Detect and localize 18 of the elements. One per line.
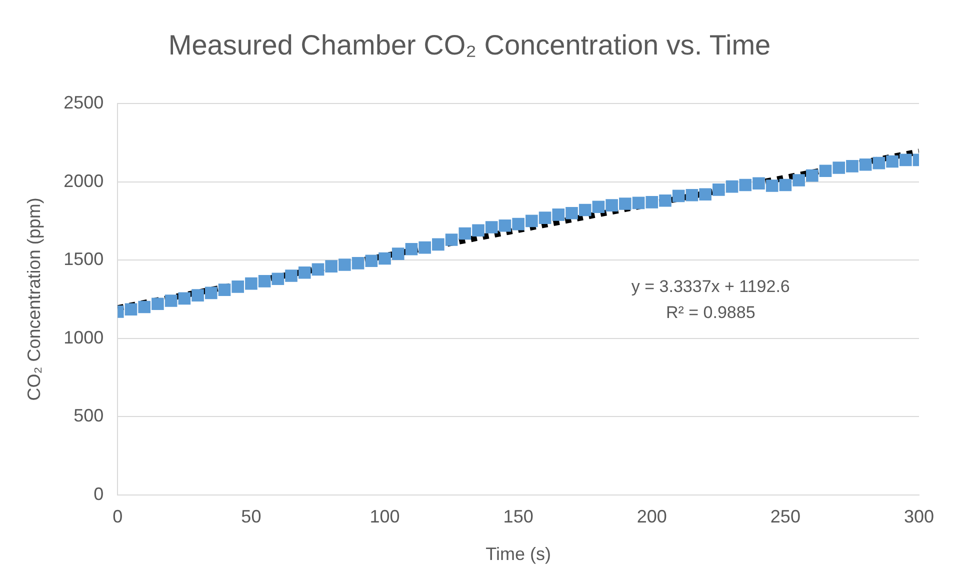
x-tick-label: 300	[904, 506, 934, 527]
x-axis-title: Time (s)	[486, 544, 551, 564]
y-tick-label: 2500	[64, 92, 104, 113]
annotation: R² = 0.9885	[666, 303, 756, 322]
y-axis-title: CO₂ Concentration (ppm)	[24, 198, 44, 401]
y-tick-label: 500	[74, 406, 104, 426]
x-tick-label: 0	[112, 506, 123, 527]
x-tick-label: 200	[636, 506, 667, 527]
annotation: y = 3.3337x + 1192.6	[631, 277, 790, 296]
chart-title: Measured Chamber CO₂ Concentration vs. Time	[168, 30, 771, 61]
y-tick-label: 2000	[64, 170, 104, 191]
x-tick-label: 250	[770, 506, 800, 527]
x-tick-label: 150	[503, 506, 534, 527]
y-tick-label: 0	[94, 484, 104, 504]
x-tick-label: 50	[241, 506, 262, 527]
y-tick-label: 1000	[64, 327, 104, 348]
y-tick-label: 1500	[64, 249, 104, 270]
x-tick-label: 100	[370, 506, 400, 527]
